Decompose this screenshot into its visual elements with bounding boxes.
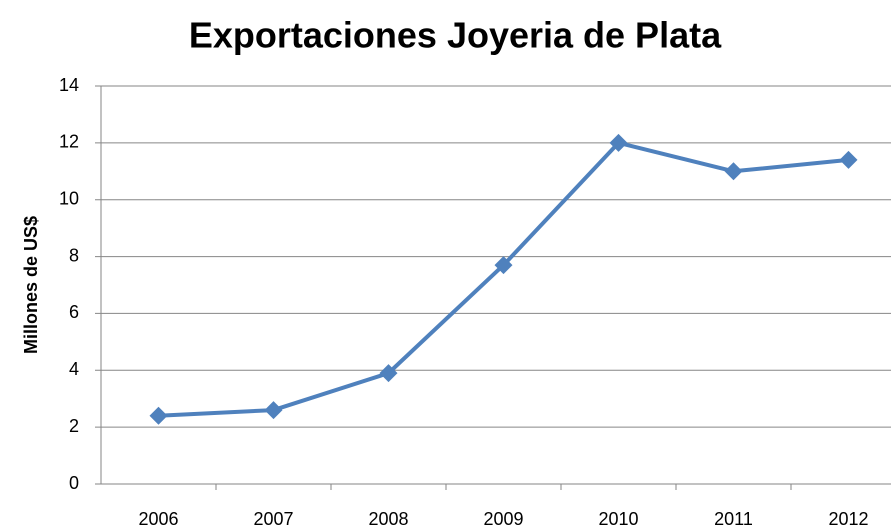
y-tick-label: 4	[69, 359, 79, 379]
marker	[264, 401, 283, 420]
x-tick-label: 2012	[828, 509, 868, 529]
chart-title: Exportaciones Joyeria de Plata	[189, 15, 722, 56]
marker	[149, 406, 168, 425]
x-tick-label: 2011	[714, 509, 753, 529]
x-tick-label: 2007	[253, 509, 293, 529]
x-tick-label: 2006	[138, 509, 178, 529]
series-line	[158, 140, 849, 418]
x-tick-label: 2010	[598, 509, 638, 529]
y-tick-label: 2	[69, 416, 79, 436]
x-tick-label: 2009	[483, 509, 523, 529]
y-tick-label: 12	[59, 132, 79, 152]
y-tick-label: 10	[59, 188, 79, 208]
marker	[609, 133, 628, 152]
marker	[379, 364, 398, 383]
y-tick-label: 14	[59, 75, 79, 95]
marker	[494, 256, 513, 275]
y-axis-label: Millones de US$	[21, 216, 41, 354]
marker	[724, 162, 743, 181]
y-tick-label: 8	[69, 245, 79, 265]
marker	[839, 150, 858, 169]
y-tick-label: 0	[69, 473, 79, 493]
y-tick-label: 6	[69, 302, 79, 322]
x-tick-label: 2008	[368, 509, 408, 529]
